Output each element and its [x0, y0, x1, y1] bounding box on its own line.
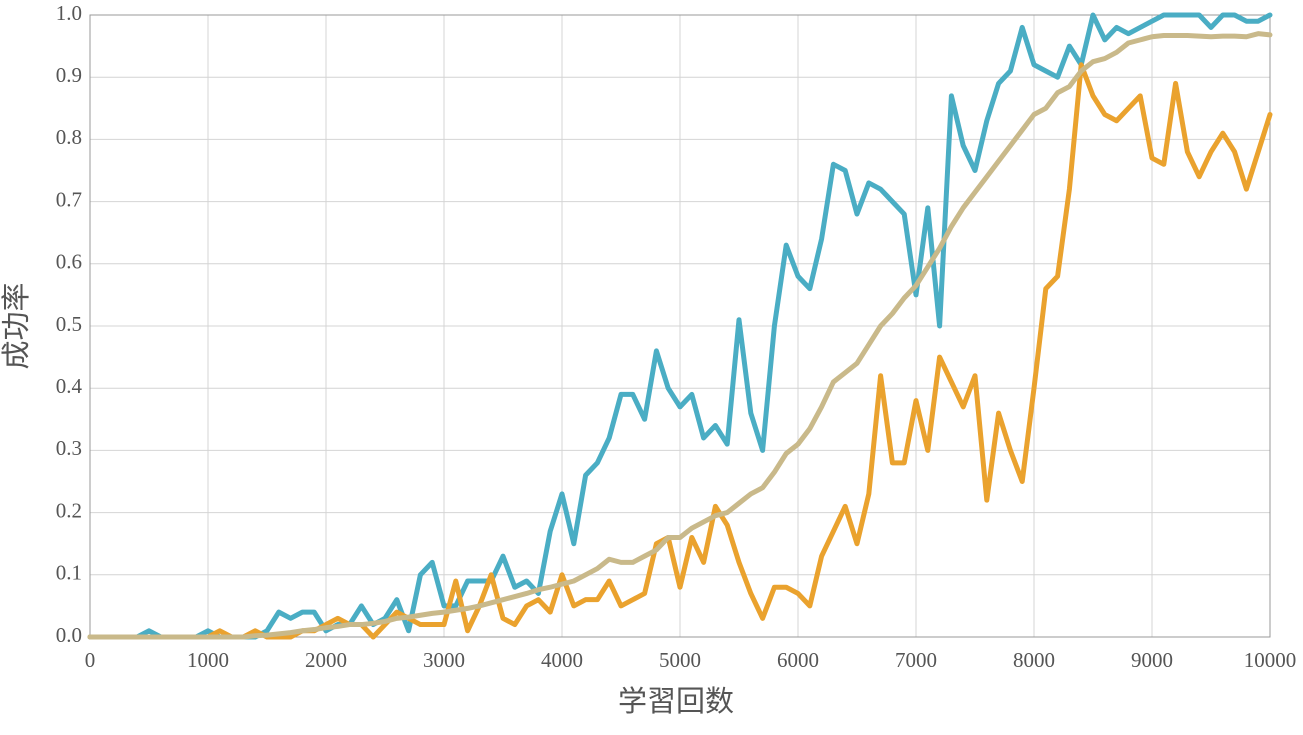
- y-tick-label: 1.0: [56, 1, 82, 25]
- series-line: [87, 12, 1273, 640]
- y-tick-label: 0.1: [56, 561, 82, 585]
- x-tick-label: 6000: [777, 648, 819, 672]
- y-tick-label: 0.7: [56, 187, 82, 211]
- x-tick-label: 1000: [187, 648, 229, 672]
- y-tick-label: 0.8: [56, 125, 82, 149]
- x-tick-label: 9000: [1131, 648, 1173, 672]
- y-axis-label: 成功率: [0, 282, 33, 369]
- y-tick-label: 0.4: [56, 374, 83, 398]
- x-tick-label: 10000: [1244, 648, 1297, 672]
- y-tick-label: 0.9: [56, 63, 82, 87]
- y-tick-label: 0.3: [56, 436, 82, 460]
- x-tick-label: 7000: [895, 648, 937, 672]
- x-tick-label: 3000: [423, 648, 465, 672]
- x-tick-label: 8000: [1013, 648, 1055, 672]
- x-tick-label: 5000: [659, 648, 701, 672]
- x-axis-label: 学習回数: [618, 684, 734, 718]
- y-tick-label: 0.6: [56, 250, 82, 274]
- x-tick-label: 0: [85, 648, 96, 672]
- series-line: [87, 62, 1273, 640]
- x-tick-label: 2000: [305, 648, 347, 672]
- y-tick-label: 0.0: [56, 623, 82, 647]
- y-tick-label: 0.5: [56, 312, 82, 336]
- plot-frame: [89, 14, 1271, 638]
- y-tick-label: 0.2: [56, 498, 82, 522]
- x-tick-label: 4000: [541, 648, 583, 672]
- series-line: [87, 31, 1273, 640]
